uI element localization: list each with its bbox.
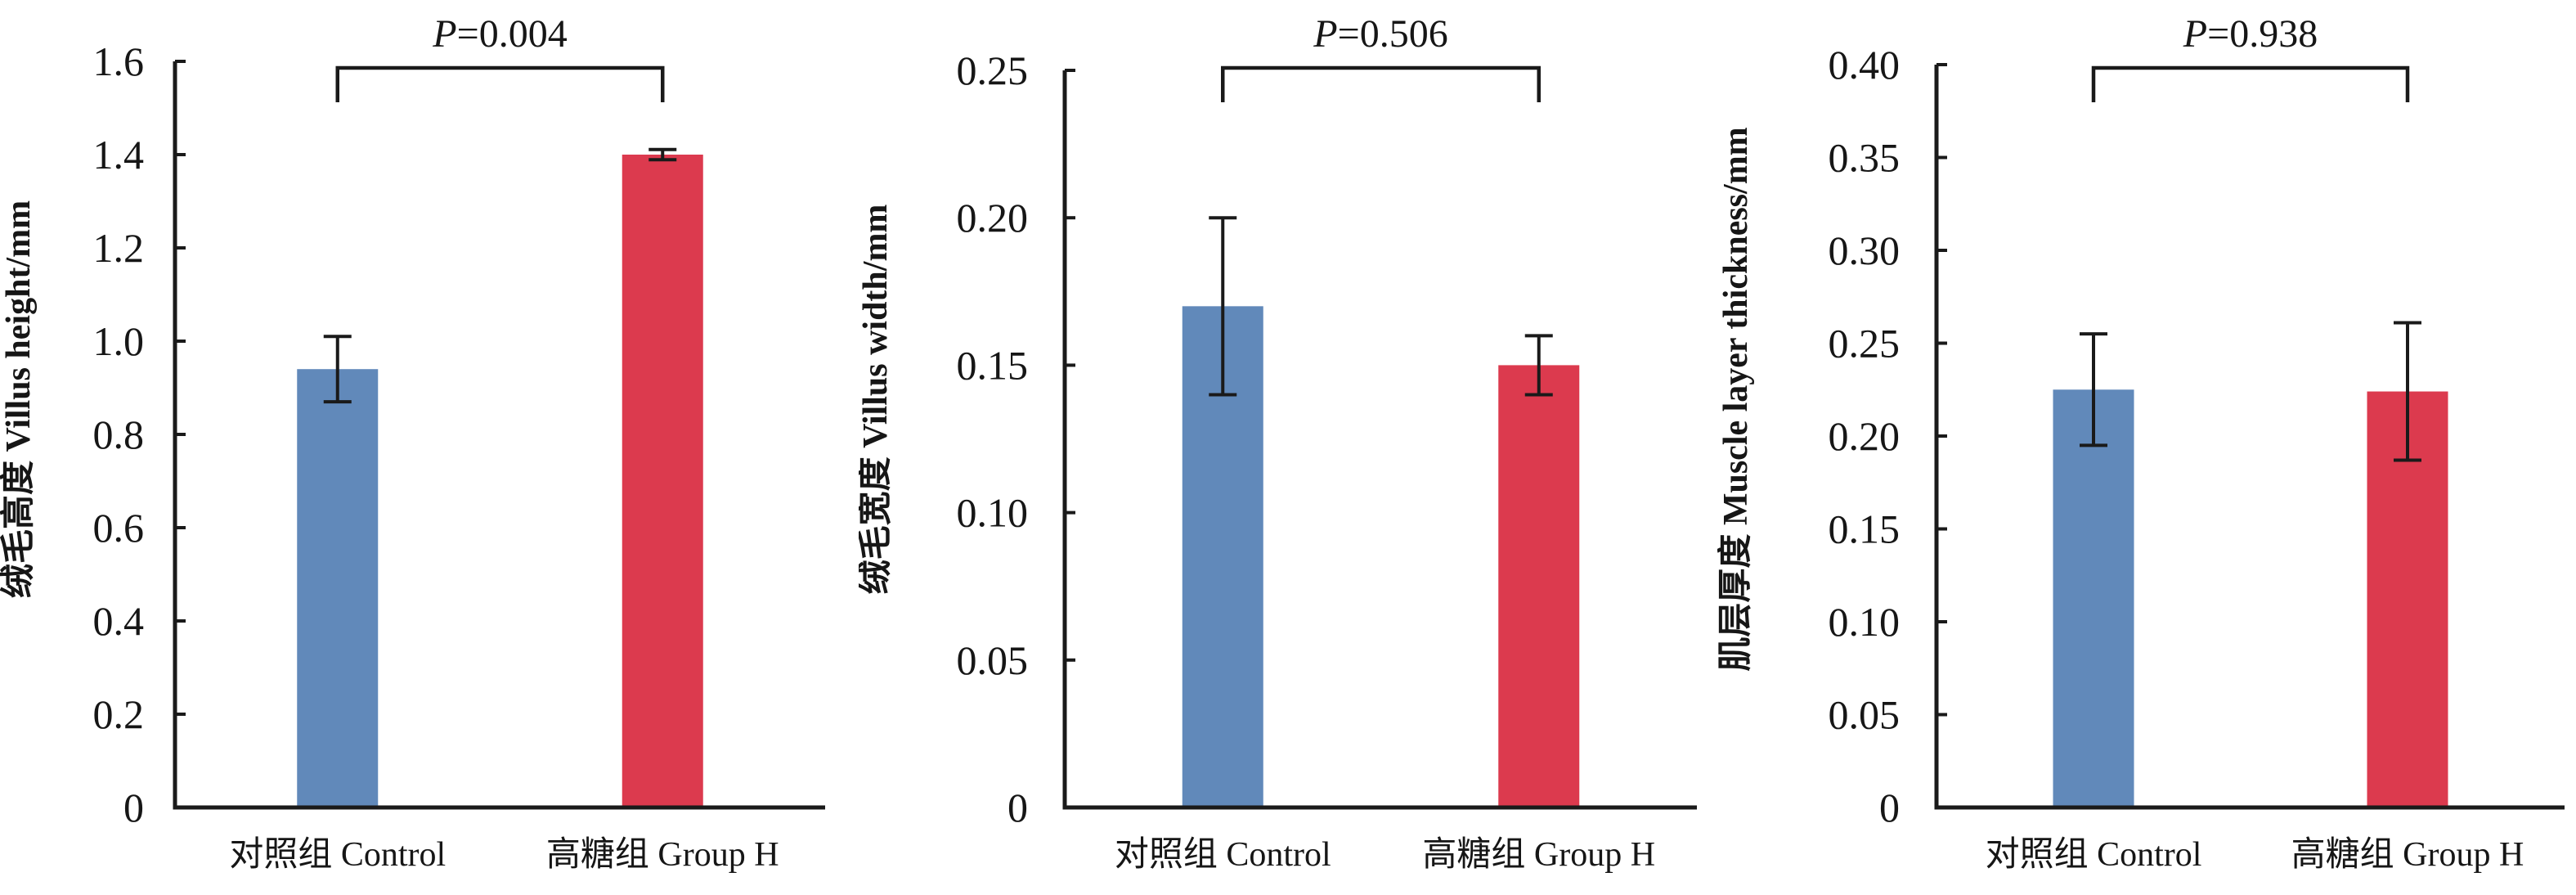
y-tick-label: 0.30 — [1829, 227, 1901, 273]
y-tick-label: 0.05 — [1829, 692, 1901, 738]
error-bar-group-h — [648, 147, 677, 162]
error-bar-control — [2080, 332, 2107, 448]
significance-bracket — [1221, 65, 1541, 102]
p-value-label: P=0.938 — [2183, 12, 2318, 56]
y-tick-label: 0.2 — [93, 691, 145, 737]
p-value-label: P=0.004 — [432, 12, 567, 56]
bar-control — [2053, 389, 2134, 807]
y-tick-label: 0.20 — [1829, 413, 1901, 459]
y-axis-title: 绒毛高度 Villus height/mm — [0, 200, 38, 598]
error-bar-group-h — [2394, 321, 2421, 462]
y-tick-label: 1.6 — [93, 38, 145, 84]
y-tick-label: 0 — [123, 785, 144, 830]
y-tick-label: 0.25 — [957, 47, 1029, 93]
y-tick-label: 0 — [1879, 785, 1900, 830]
y-tick-label: 0.20 — [957, 195, 1029, 241]
x-label-group-h: 高糖组 Group H — [546, 836, 779, 874]
y-tick-label: 0.6 — [93, 505, 145, 551]
x-label-control: 对照组 Control — [1986, 836, 2202, 874]
error-bar-control — [1209, 216, 1237, 397]
axes — [1934, 65, 2565, 810]
significance-bracket — [335, 65, 665, 102]
chart-villus-height: 0 0.2 0.4 0.6 0.8 1.0 1.2 1.4 1.6 对照组 Control 高糖组 … — [0, 12, 825, 874]
bar-control — [297, 369, 379, 807]
y-tick-label: 0.8 — [93, 412, 145, 457]
y-axis-title: 绒毛宽度 Villus width/mm — [859, 205, 895, 595]
x-label-control: 对照组 Control — [229, 836, 446, 874]
x-label-group-h: 高糖组 Group H — [1422, 836, 1655, 874]
x-label-control: 对照组 Control — [1115, 836, 1331, 874]
y-tick-label: 1.4 — [93, 132, 145, 178]
y-tick-label: 0.10 — [957, 490, 1029, 536]
y-tick-label: 1.0 — [93, 318, 145, 364]
y-tick-label: 0.4 — [93, 598, 145, 644]
y-tick-label: 0.05 — [957, 637, 1029, 683]
x-label-group-h: 高糖组 Group H — [2291, 836, 2524, 874]
bar-group-h — [1498, 365, 1580, 807]
chart-muscle-layer-thickness: 0 0.05 0.10 0.15 0.20 0.25 0.30 0.35 0.40 对照组 Con… — [1717, 12, 2565, 874]
significance-bracket — [2091, 65, 2410, 102]
y-tick-label: 0.15 — [1829, 506, 1901, 552]
y-tick-label: 1.2 — [93, 225, 145, 271]
axes — [1062, 70, 1697, 810]
y-tick-label: 0.40 — [1829, 42, 1901, 88]
axes — [173, 61, 825, 810]
chart-villus-width: 0 0.05 0.10 0.15 0.20 0.25 对照组 Control 高糖组 Grou… — [859, 12, 1697, 874]
y-tick-label: 0.25 — [1829, 321, 1901, 367]
error-bar-group-h — [1524, 334, 1553, 397]
bar-group-h — [622, 155, 703, 807]
y-tick-label: 0 — [1008, 785, 1028, 830]
p-value-label: P=0.506 — [1313, 12, 1447, 56]
y-tick-label: 0.10 — [1829, 599, 1901, 645]
y-axis-title: 肌层厚度 Muscle layer thickness/mm — [1717, 127, 1755, 671]
error-bar-control — [323, 335, 352, 404]
y-tick-label: 0.35 — [1829, 135, 1901, 181]
y-tick-label: 0.15 — [957, 342, 1029, 388]
